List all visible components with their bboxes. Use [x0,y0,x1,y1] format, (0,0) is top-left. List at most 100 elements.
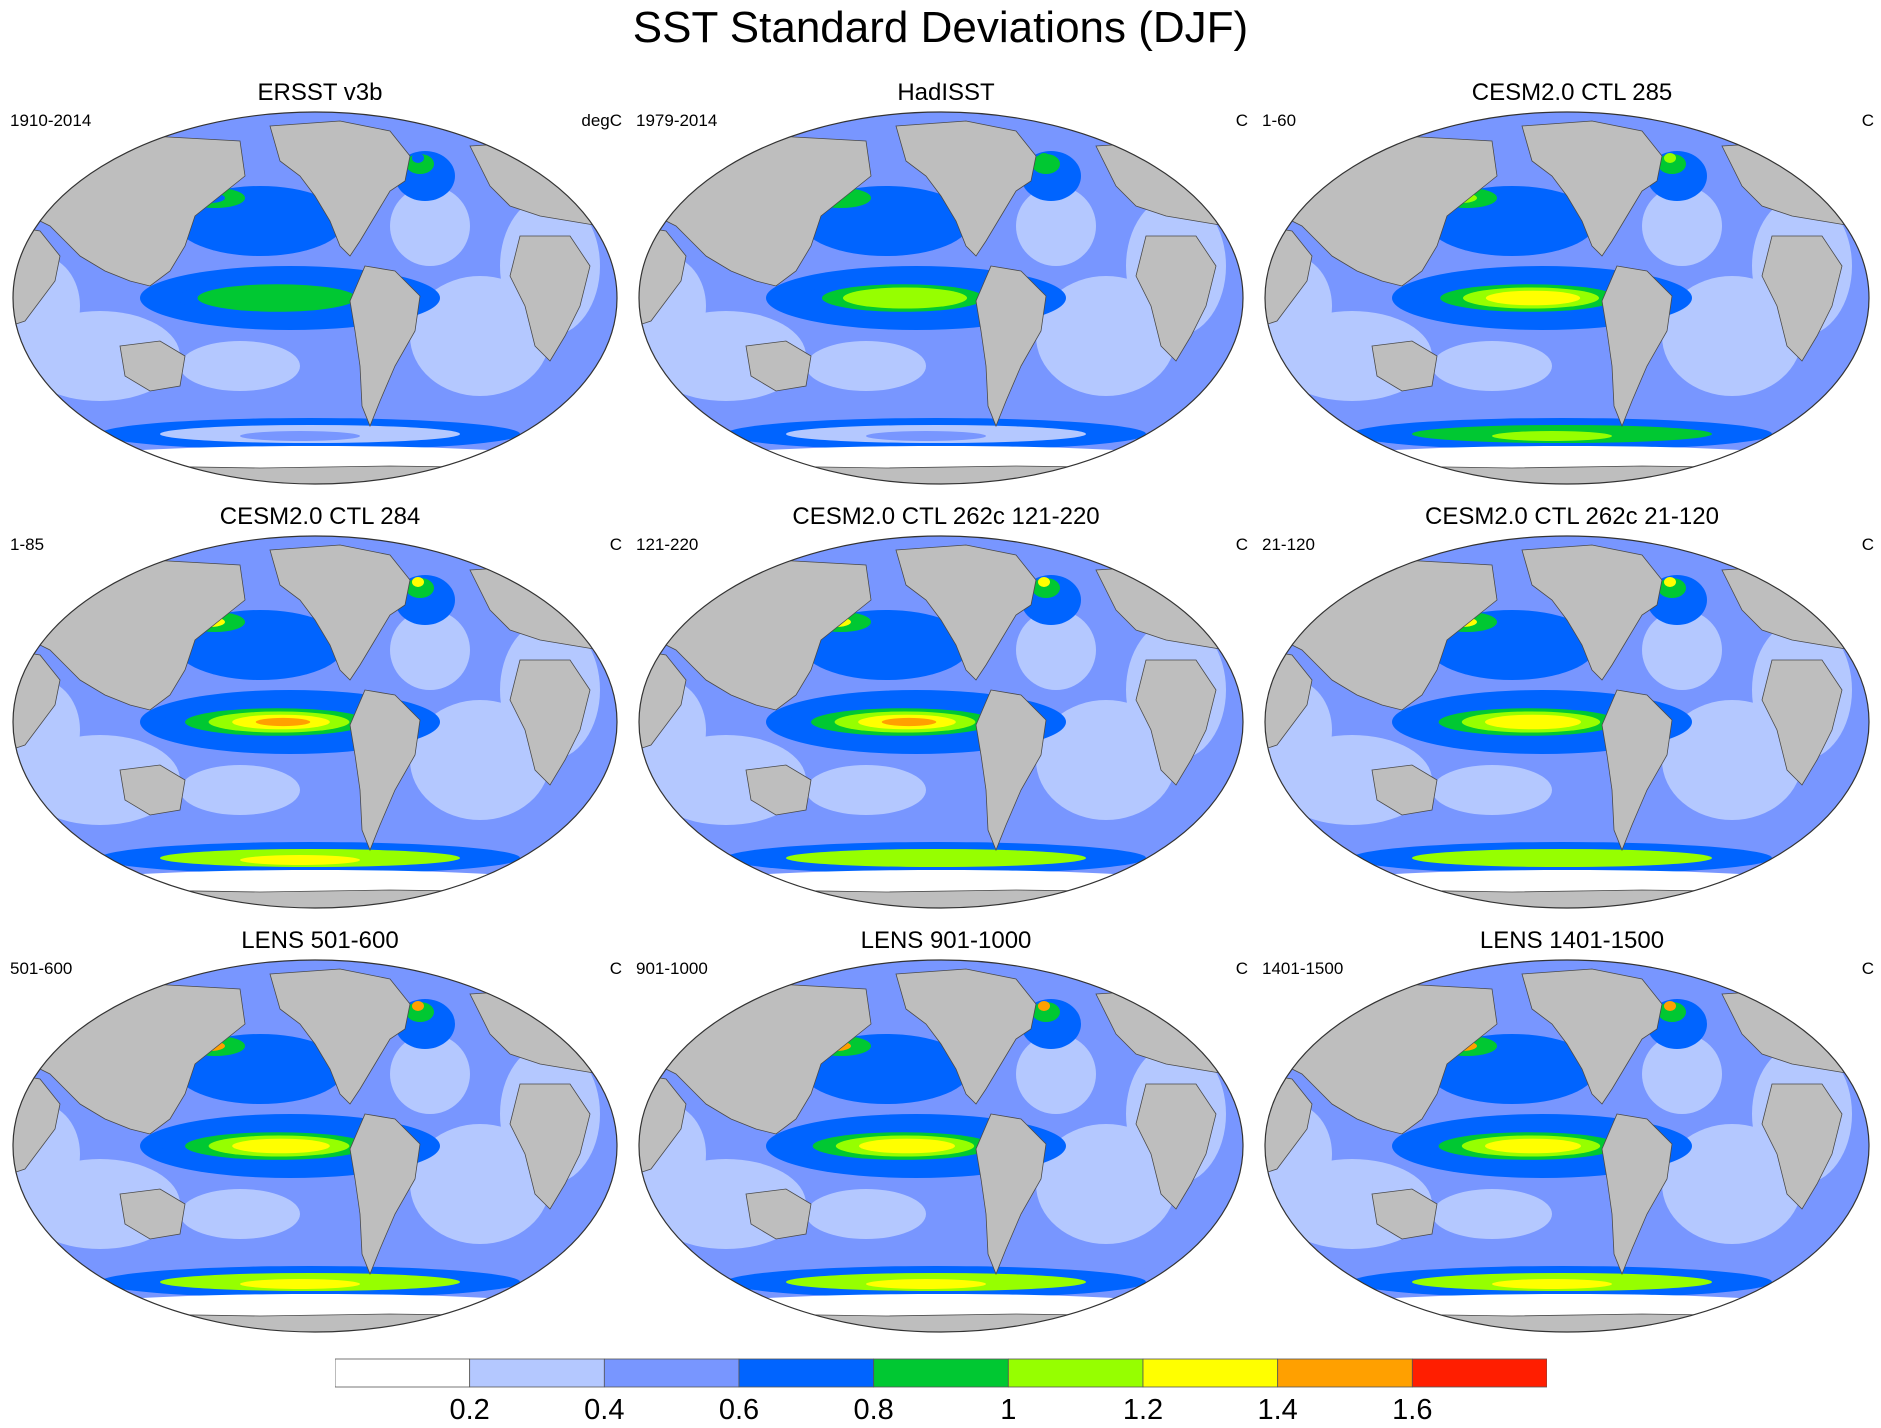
panel-title: CESM2.0 CTL 262c 121-220 [792,503,1100,530]
colorbar-segment [1277,1358,1413,1388]
colorbar-tick-label: 1.2 [1122,1394,1164,1426]
panel-period: 901-1000 [636,959,708,978]
sst-region [390,610,470,690]
land-mass [509,659,591,786]
sst-region [180,341,300,391]
land-mass [975,689,1047,852]
southern-ocean-band [866,855,986,865]
land-mass [1371,764,1438,816]
sea-ice-margin [85,870,545,894]
map-outline [638,959,1244,1333]
colorbar-segment [603,1358,740,1388]
enso-region [1484,714,1582,730]
land-mass [349,265,421,428]
land-mass [1761,659,1843,786]
land-mass [1601,689,1673,852]
panel-title: LENS 901-1000 [860,927,1032,954]
gulf-stream-region [1664,153,1676,163]
sst-map [638,959,1244,1333]
colorbar-tick-label: 1.6 [1392,1394,1433,1426]
colorbar-tick-label: 0.4 [584,1394,625,1426]
panel-period: 501-600 [10,959,73,978]
sst-map [12,111,618,485]
map-outline [638,535,1244,909]
sst-region [1016,610,1096,690]
land-mass [269,968,411,1105]
colorbar-tick-label: 1.4 [1257,1394,1298,1426]
enso-region [255,717,311,727]
southern-ocean-band [240,855,360,865]
gulf-stream-region [1038,153,1050,163]
land-mass [13,1313,617,1332]
map-panel: ERSST v3b 1910-2014 degC [10,78,630,518]
sst-map [1264,535,1870,909]
southern-ocean-band [866,431,986,441]
land-mass [119,340,186,392]
land-mass [1135,1083,1217,1210]
map-outline [12,535,618,909]
map-outline [1264,111,1870,485]
land-mass [269,120,411,257]
land-mass [119,1188,186,1240]
colorbar-segment [738,1358,875,1388]
sst-region [1016,186,1096,266]
land-mass [509,235,591,362]
sst-map [638,535,1244,909]
land-mass [1265,1313,1869,1332]
panel-period: 1910-2014 [10,111,92,130]
enso-region [842,287,968,309]
panel-units: C [1861,535,1874,554]
land-mass [1601,1113,1673,1276]
enso-region [232,1138,330,1154]
southern-ocean-band [1492,431,1612,441]
sea-ice-margin [711,1294,1171,1318]
sst-region [1016,1034,1096,1114]
panel-units: degC [581,111,622,130]
sst-region [806,1189,926,1239]
land-mass [13,465,617,484]
map-outline [1264,535,1870,909]
land-mass [269,544,411,681]
sea-ice-margin [1337,870,1797,894]
sst-region [180,1189,300,1239]
enso-region [197,284,357,312]
map-outline [12,111,618,485]
land-mass [639,1313,1243,1332]
panel-title: LENS 1401-1500 [1479,927,1665,954]
panel-title: CESM2.0 CTL 284 [219,503,421,530]
panel-period: 1-60 [1262,111,1297,130]
enso-region [881,717,937,727]
panel-period: 121-220 [636,535,699,554]
panel-units: C [1235,959,1248,978]
enso-region [1484,1138,1582,1154]
land-mass [975,265,1047,428]
sst-region [180,765,300,815]
sst-region [1432,1189,1552,1239]
land-mass [1265,889,1869,908]
panel-period: 1979-2014 [636,111,718,130]
land-mass [1265,465,1869,484]
panel-period: 1401-1500 [1262,959,1344,978]
land-mass [895,544,1037,681]
colorbar-segment [1411,1358,1547,1388]
land-mass [1371,340,1438,392]
map-panel: CESM2.0 CTL 285 1-60 C [1262,78,1881,518]
southern-ocean-band [1492,1279,1612,1289]
panel-units: C [609,959,622,978]
colorbar-tick-label: 0.8 [853,1394,894,1426]
map-panel: LENS 1401-1500 1401-1500 C [1262,926,1881,1366]
map-outline [12,959,618,1333]
enso-region [1485,290,1581,306]
panel-units: C [609,535,622,554]
map-panel: LENS 501-600 501-600 C [10,926,630,1366]
panel-period: 1-85 [10,535,45,554]
sea-ice-margin [1337,446,1797,470]
gulf-stream-region [412,1001,424,1011]
colorbar-tick-label: 1 [1000,1394,1017,1426]
land-mass [895,120,1037,257]
land-mass [1601,265,1673,428]
sea-ice-margin [1337,1294,1797,1318]
gulf-stream-region [1664,577,1676,587]
map-panel: HadISST 1979-2014 C [636,78,1256,518]
land-mass [639,889,1243,908]
